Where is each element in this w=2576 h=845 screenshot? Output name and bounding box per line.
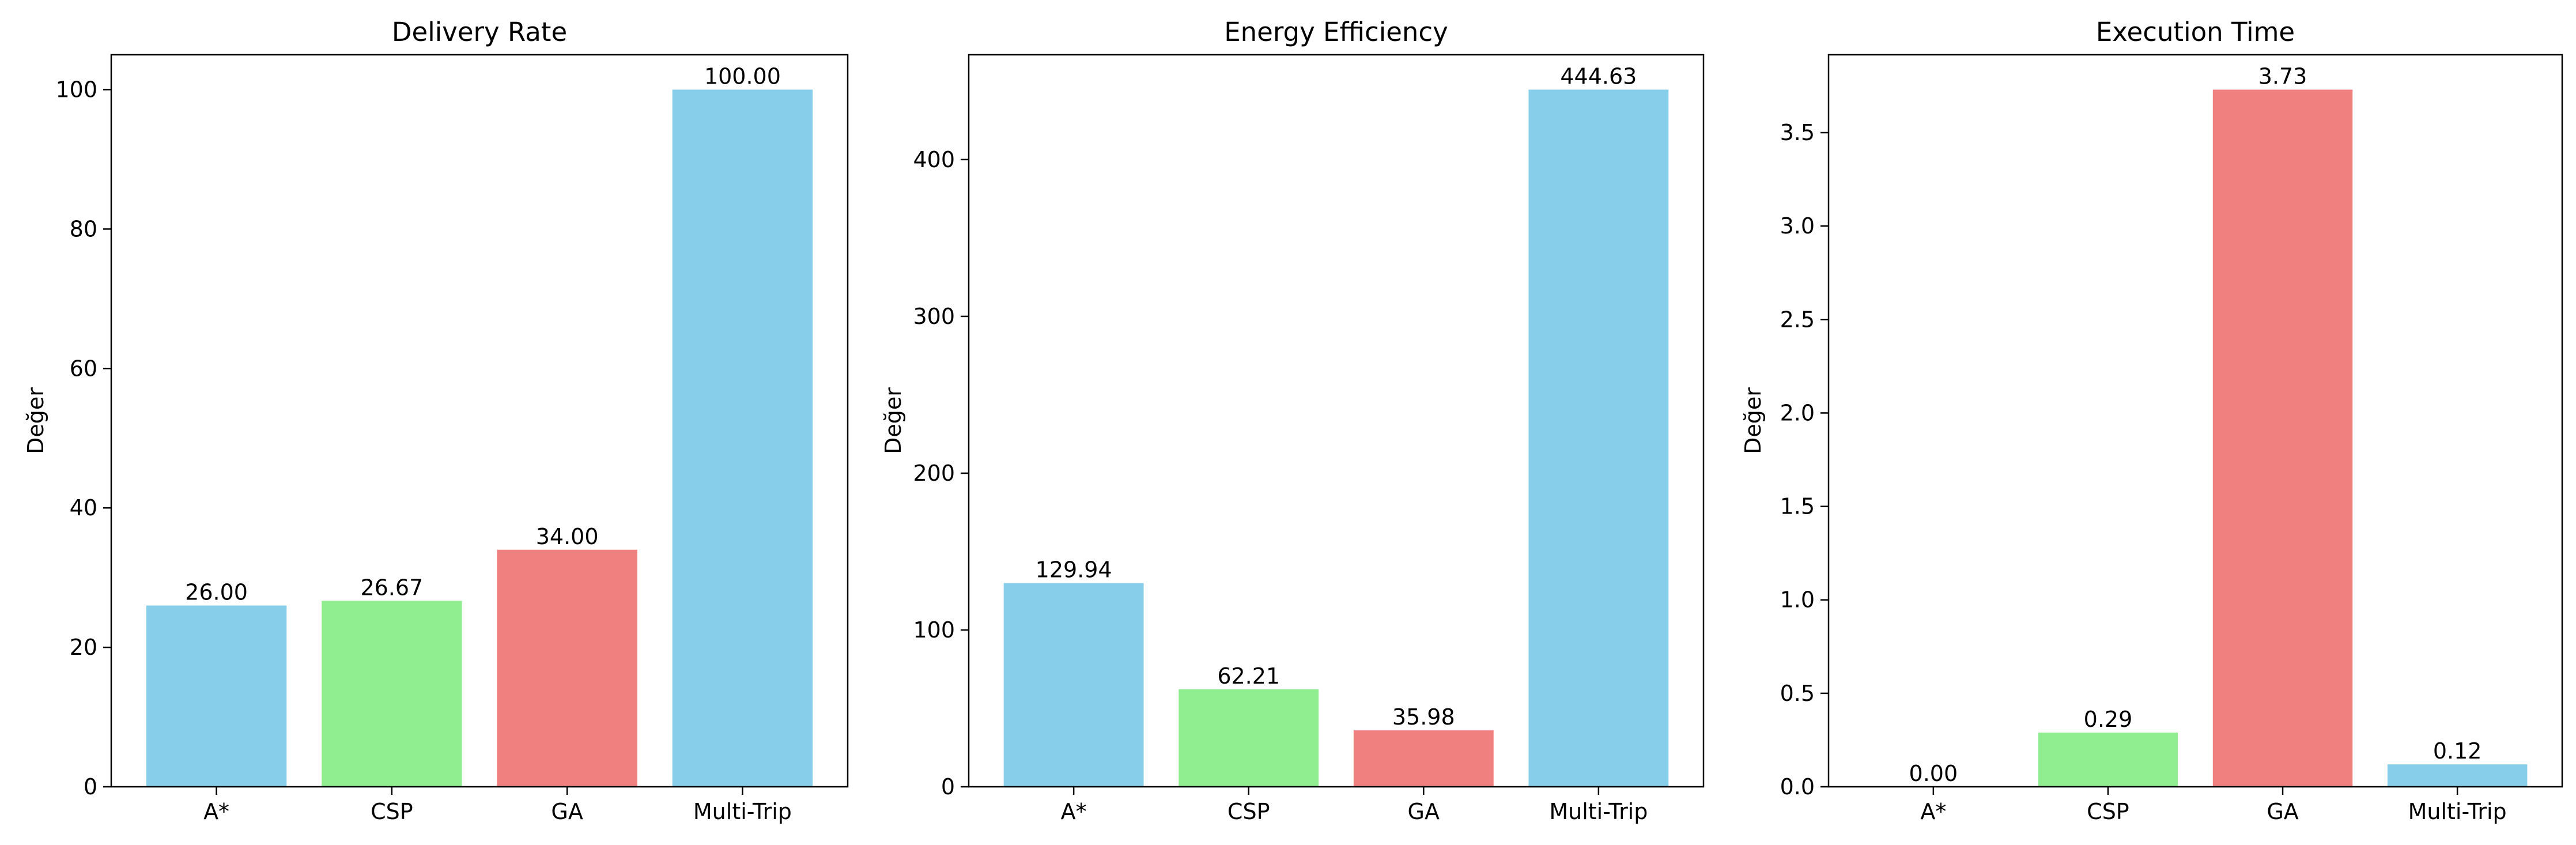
x-tick-label: Multi-Trip — [693, 799, 792, 824]
y-tick-label: 0 — [84, 774, 97, 799]
y-tick-label: 3.0 — [1780, 213, 1815, 239]
data-label: 3.73 — [2258, 63, 2307, 89]
y-tick-label: 300 — [913, 304, 955, 329]
y-tick-label: 0.5 — [1780, 681, 1815, 706]
data-label: 26.67 — [360, 575, 423, 600]
bar-csp — [2038, 732, 2178, 787]
y-tick-label: 100 — [913, 617, 955, 643]
x-tick-label: Multi-Trip — [2408, 799, 2507, 824]
chart-title: Energy Efficiency — [1224, 17, 1448, 47]
data-labels: 0.00 0.29 3.73 0.12 — [1909, 63, 2482, 786]
y-tick-label: 3.5 — [1780, 120, 1815, 145]
bar-multi-trip — [1528, 89, 1669, 787]
bar-a — [1003, 583, 1144, 787]
data-label: 100.00 — [704, 63, 781, 89]
y-axis-label: Değer — [23, 387, 48, 454]
axes-frame — [968, 54, 1705, 788]
y-tick-label: 1.5 — [1780, 494, 1815, 519]
y-tick-label: 60 — [70, 356, 97, 381]
chart-title: Execution Time — [2096, 17, 2295, 47]
y-tick-label: 100 — [55, 77, 97, 102]
y-tick-label: 1.0 — [1780, 587, 1815, 613]
y-tick-label: 80 — [70, 216, 97, 242]
y-axis-ticks: 0 20 40 60 80 100 — [55, 77, 111, 799]
y-tick-label: 2.5 — [1780, 307, 1815, 332]
bar-ga — [2212, 89, 2353, 787]
x-tick-label: GA — [2267, 799, 2298, 824]
data-label: 62.21 — [1217, 663, 1280, 689]
data-label: 0.12 — [2433, 738, 2482, 764]
chart-title: Delivery Rate — [392, 17, 567, 47]
chart-delivery-rate: Delivery Rate Değer 26.00 26.67 34.00 100.0… — [23, 17, 849, 824]
y-axis-ticks: 0.0 0.5 1.0 1.5 2.0 2.5 3.0 3.5 — [1780, 120, 1829, 799]
x-tick-label: CSP — [371, 799, 413, 824]
x-tick-label: Multi-Trip — [1549, 799, 1648, 824]
bar-multi-trip — [2387, 764, 2528, 787]
chart-energy-efficiency: Energy Efficiency Değer 129.94 62.21 35.98… — [881, 17, 1705, 824]
x-tick-label: GA — [1408, 799, 1440, 824]
bar-ga — [1353, 730, 1494, 787]
bar-multi-trip — [672, 89, 813, 787]
y-tick-label: 40 — [70, 495, 97, 520]
data-label: 444.63 — [1560, 63, 1637, 89]
x-axis-ticks: A* CSP GA Multi-Trip — [1920, 787, 2507, 824]
bar-csp — [1179, 689, 1319, 787]
x-axis-ticks: A* CSP GA Multi-Trip — [203, 787, 792, 824]
x-tick-label: CSP — [1227, 799, 1270, 824]
y-axis-label: Değer — [881, 387, 906, 454]
bars — [1003, 89, 1669, 787]
bar-a — [146, 605, 287, 787]
chart-execution-time: Execution Time Değer 0.00 0.29 3.73 0.12 0.… — [1740, 17, 2563, 824]
y-tick-label: 0 — [941, 774, 955, 799]
y-tick-label: 0.0 — [1780, 774, 1815, 799]
x-tick-label: A* — [1920, 799, 1946, 824]
y-tick-label: 20 — [70, 635, 97, 660]
axes-frame — [110, 54, 849, 788]
data-labels: 129.94 62.21 35.98 444.63 — [1036, 63, 1637, 730]
x-tick-label: CSP — [2087, 799, 2129, 824]
x-tick-label: GA — [551, 799, 583, 824]
data-label: 129.94 — [1036, 557, 1112, 583]
data-label: 26.00 — [185, 580, 248, 605]
y-tick-label: 2.0 — [1780, 400, 1815, 425]
data-label: 0.29 — [2084, 707, 2133, 732]
bar-ga — [497, 549, 637, 787]
y-tick-label: 200 — [913, 461, 955, 486]
data-label: 34.00 — [536, 524, 599, 549]
data-labels: 26.00 26.67 34.00 100.00 — [185, 63, 781, 605]
x-tick-label: A* — [1061, 799, 1087, 824]
data-label: 0.00 — [1909, 761, 1958, 786]
x-axis-ticks: A* CSP GA Multi-Trip — [1061, 787, 1648, 824]
x-tick-label: A* — [203, 799, 229, 824]
data-label: 35.98 — [1392, 704, 1455, 730]
y-tick-label: 400 — [913, 147, 955, 172]
y-axis-label: Değer — [1740, 387, 1766, 454]
axes-frame — [1827, 54, 2563, 788]
bar-csp — [322, 601, 462, 787]
bars — [146, 89, 813, 787]
y-axis-ticks: 0 100 200 300 400 — [913, 147, 969, 799]
bars — [2038, 89, 2528, 787]
